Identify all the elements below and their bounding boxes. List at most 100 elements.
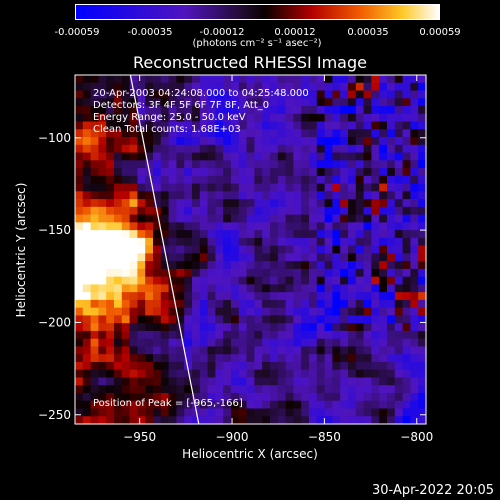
heatmap-cell [199, 230, 209, 239]
heatmap-cell [98, 307, 107, 317]
heatmap-cell [231, 199, 240, 208]
heatmap-cell [121, 230, 131, 239]
heatmap-cell [324, 183, 333, 192]
heatmap-cell [215, 392, 224, 402]
heatmap-cell [215, 416, 224, 425]
heatmap-cell [418, 191, 427, 200]
heatmap-cell [153, 144, 162, 154]
heatmap-cell [348, 152, 357, 161]
heatmap-cell [394, 338, 404, 348]
heatmap-cell [371, 299, 380, 309]
heatmap-cell [238, 323, 248, 332]
heatmap-cell [98, 338, 107, 348]
heatmap-cell [231, 245, 240, 254]
heatmap-cell [270, 222, 279, 231]
heatmap-cell [114, 75, 123, 84]
heatmap-cell [324, 191, 333, 200]
heatmap-cell [277, 330, 287, 340]
heatmap-cell [153, 199, 162, 208]
heatmap-cell [98, 369, 107, 379]
heatmap-cell [176, 292, 185, 301]
heatmap-cell [129, 346, 138, 355]
heatmap-cell [270, 230, 279, 239]
heatmap-cell [199, 361, 209, 371]
heatmap-cell [355, 222, 365, 231]
heatmap-cell [316, 199, 326, 208]
heatmap-cell [129, 175, 138, 185]
heatmap-cell [355, 214, 365, 223]
heatmap-cell [207, 75, 216, 84]
heatmap-cell [121, 75, 131, 84]
heatmap-cell [90, 129, 99, 138]
heatmap-cell [394, 354, 404, 363]
heatmap-cell [114, 276, 123, 285]
heatmap-cell [394, 214, 404, 223]
heatmap-cell [387, 214, 396, 223]
heatmap-cell [153, 369, 162, 379]
heatmap-cell [402, 199, 411, 208]
heatmap-cell [394, 369, 404, 379]
heatmap-cell [129, 222, 138, 231]
heatmap-cell [98, 299, 107, 309]
heatmap-cell [324, 346, 333, 355]
heatmap-cell [387, 98, 396, 107]
heatmap-cell [106, 168, 115, 177]
heatmap-cell [355, 323, 365, 332]
heatmap-cell [293, 400, 302, 410]
heatmap-cell [145, 299, 154, 309]
heatmap-cell [114, 245, 123, 254]
heatmap-cell [387, 230, 396, 239]
heatmap-cell [106, 160, 115, 169]
heatmap-cell [160, 113, 170, 123]
heatmap-cell [270, 160, 279, 169]
heatmap-cell [184, 385, 193, 394]
heatmap-cell [402, 230, 411, 239]
heatmap-cell [75, 237, 84, 247]
heatmap-cell [379, 361, 388, 371]
heatmap-cell [324, 323, 333, 332]
heatmap-cell [75, 160, 84, 169]
heatmap-cell [98, 330, 107, 340]
heatmap-cell [82, 268, 92, 278]
heatmap-cell [363, 299, 372, 309]
heatmap-cell [316, 98, 326, 107]
heatmap-cell [231, 214, 240, 223]
heatmap-cell [176, 245, 185, 254]
heatmap-cell [176, 75, 185, 84]
heatmap-cell [231, 330, 240, 340]
heatmap-cell [348, 144, 357, 154]
heatmap-cell [114, 90, 123, 99]
heatmap-cell [137, 199, 146, 208]
heatmap-cell [207, 377, 216, 386]
heatmap-cell [316, 175, 326, 185]
heatmap-cell [207, 121, 216, 130]
heatmap-cell [293, 222, 302, 231]
colorbar-tick-label: 0.00035 [347, 27, 389, 38]
heatmap-cell [262, 361, 271, 371]
heatmap-cell [90, 191, 99, 200]
heatmap-cell [199, 346, 209, 355]
heatmap-cell [215, 168, 224, 177]
heatmap-cell [114, 144, 123, 154]
heatmap-cell [98, 183, 107, 192]
heatmap-cell [410, 199, 419, 208]
heatmap-cell [129, 98, 138, 107]
heatmap-cell [277, 268, 287, 278]
heatmap-cell [168, 230, 177, 239]
heatmap-cell [262, 222, 271, 231]
heatmap-cell [277, 354, 287, 363]
heatmap-cell [348, 113, 357, 123]
heatmap-cell [145, 385, 154, 394]
heatmap-cell [145, 330, 154, 340]
heatmap-cell [332, 106, 341, 115]
heatmap-cell [301, 168, 310, 177]
heatmap-cell [231, 129, 240, 138]
heatmap-cell [309, 245, 318, 254]
heatmap-cell [153, 121, 162, 130]
heatmap-cell [324, 408, 333, 417]
heatmap-cell [254, 206, 263, 216]
heatmap-cell [301, 230, 310, 239]
heatmap-cell [114, 183, 123, 192]
heatmap-cell [270, 284, 279, 293]
heatmap-cell [254, 299, 263, 309]
